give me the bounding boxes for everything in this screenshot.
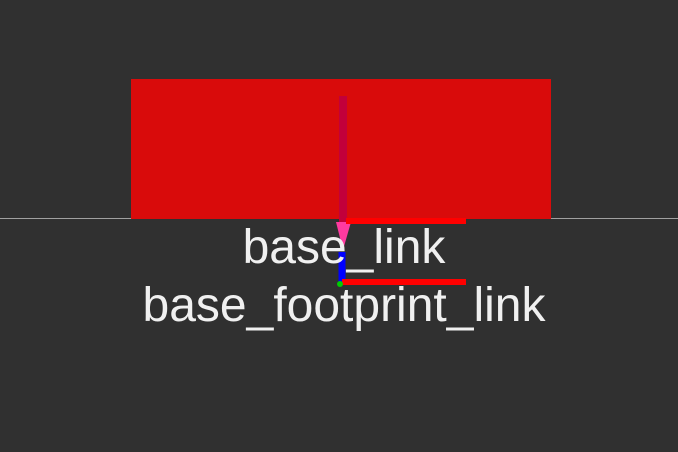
robot-base-box — [131, 79, 551, 219]
frame-label-base-link: base_link — [242, 221, 446, 274]
frame-label-base-footprint-link: base_footprint_link — [142, 279, 546, 332]
